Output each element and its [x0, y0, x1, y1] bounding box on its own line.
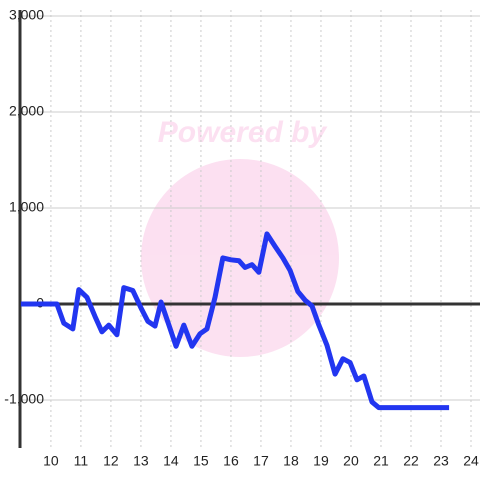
x-tick-label: 17 — [253, 453, 269, 469]
x-tick-label: 23 — [433, 453, 449, 469]
y-tick-label: 1,000 — [9, 199, 44, 215]
x-tick-label: 21 — [373, 453, 389, 469]
y-tick-label: 3,000 — [9, 7, 44, 23]
line-series — [20, 231, 450, 411]
x-tick-label: 12 — [103, 453, 119, 469]
x-tick-label: 19 — [313, 453, 329, 469]
watermark-text: Powered by — [158, 116, 328, 149]
watermark: Powered by — [141, 116, 339, 357]
x-tick-label: 24 — [463, 453, 479, 469]
x-tick-label: 20 — [343, 453, 359, 469]
x-tick-label: 14 — [163, 453, 179, 469]
x-tick-label: 13 — [133, 453, 149, 469]
x-tick-label: 10 — [43, 453, 59, 469]
x-tick-label: 22 — [403, 453, 419, 469]
y-tick-label: -1,000 — [4, 391, 44, 407]
y-tick-label: 2,000 — [9, 103, 44, 119]
x-tick-label: 16 — [223, 453, 239, 469]
x-tick-label: 15 — [193, 453, 209, 469]
x-tick-label: 11 — [74, 453, 89, 469]
watermark-circle — [141, 159, 339, 357]
x-tick-label: 18 — [283, 453, 299, 469]
